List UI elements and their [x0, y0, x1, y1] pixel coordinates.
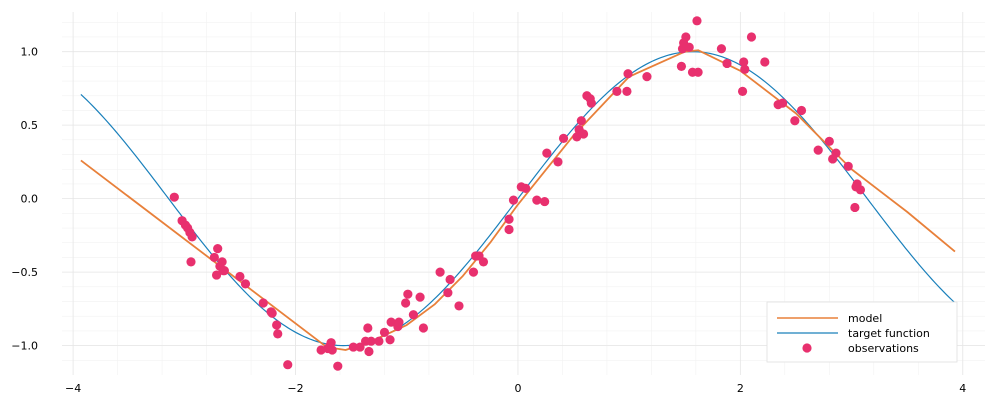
observation-point — [454, 301, 464, 311]
observation-point — [258, 298, 268, 308]
observation-point — [586, 98, 596, 108]
y-tick-label: 0.5 — [21, 119, 39, 132]
observation-point — [504, 224, 514, 235]
observation-point — [855, 185, 866, 195]
observation-point — [403, 289, 413, 299]
legend-label-target-function: target function — [848, 327, 930, 340]
observation-point — [739, 57, 749, 67]
observation-point — [240, 279, 251, 289]
observation-point — [379, 327, 390, 337]
x-axis: −4 −2 0 2 4 — [65, 382, 966, 395]
observation-point — [327, 345, 337, 355]
observation-point — [740, 64, 750, 74]
x-tick-label: 0 — [514, 382, 521, 395]
observation-point — [684, 42, 694, 52]
legend: model target function observations — [766, 301, 958, 363]
observation-point — [415, 292, 425, 302]
observation-point — [267, 308, 277, 318]
observation-point — [532, 195, 542, 205]
observation-point — [209, 252, 219, 263]
observation-point — [692, 16, 702, 26]
observation-point — [435, 267, 445, 277]
observation-point — [813, 145, 823, 155]
observation-point — [642, 72, 652, 82]
observation-point — [283, 360, 293, 370]
observation-point — [385, 335, 395, 345]
observation-point — [693, 67, 703, 77]
observation-point — [219, 266, 229, 276]
observation-point — [386, 317, 396, 327]
observation-point — [778, 98, 788, 108]
observation-point — [553, 157, 563, 167]
observation-point — [676, 61, 687, 71]
x-tick-label: −2 — [287, 382, 303, 395]
observation-point — [186, 257, 196, 267]
observation-point — [374, 336, 384, 346]
observation-point — [542, 148, 552, 158]
observation-point — [333, 361, 343, 371]
observation-point — [508, 195, 519, 205]
observation-point — [623, 69, 633, 79]
observation-point — [363, 323, 373, 333]
observation-point — [850, 202, 860, 213]
observation-point — [558, 133, 569, 143]
legend-box — [766, 301, 958, 363]
observation-point — [737, 86, 748, 96]
legend-swatch-observations — [802, 343, 812, 353]
observation-point — [187, 232, 197, 242]
x-tick-label: 2 — [737, 382, 744, 395]
observation-point — [540, 196, 550, 207]
observation-point — [843, 161, 853, 171]
observation-point — [578, 129, 589, 139]
observation-point — [348, 342, 358, 352]
x-tick-label: 4 — [959, 382, 966, 395]
observation-point — [796, 105, 807, 116]
observation-point — [504, 214, 514, 224]
observation-point — [445, 274, 455, 285]
observation-point — [235, 271, 245, 282]
observation-point — [612, 86, 622, 96]
observation-point — [272, 320, 282, 330]
observation-point — [622, 86, 632, 96]
observation-point — [576, 116, 586, 126]
observation-point — [443, 288, 453, 298]
observations-series — [169, 16, 866, 371]
x-tick-label: −4 — [65, 382, 81, 395]
y-tick-label: 0.0 — [21, 193, 39, 206]
observation-point — [401, 298, 411, 308]
observation-point — [408, 310, 419, 320]
legend-label-observations: observations — [848, 342, 919, 355]
observation-point — [366, 336, 376, 346]
observation-point — [213, 244, 223, 254]
observation-point — [394, 317, 404, 327]
observation-point — [722, 58, 732, 69]
observation-point — [831, 148, 841, 158]
observation-point — [217, 257, 227, 267]
observation-point — [824, 136, 834, 146]
legend-label-model: model — [848, 312, 882, 325]
observation-point — [418, 323, 429, 333]
observation-point — [211, 270, 222, 280]
y-tick-label: 1.0 — [21, 46, 39, 59]
observation-point — [355, 342, 365, 352]
observation-point — [760, 57, 770, 67]
observation-point — [521, 183, 531, 193]
observation-point — [478, 257, 489, 267]
observation-point — [326, 338, 336, 348]
observation-point — [364, 346, 374, 357]
observation-point — [273, 329, 283, 339]
observation-point — [468, 267, 479, 277]
observation-point — [746, 32, 757, 42]
observation-point — [790, 116, 800, 126]
y-axis: −1.0 −0.5 0.0 0.5 1.0 — [11, 46, 38, 353]
y-tick-label: −1.0 — [11, 340, 38, 353]
y-tick-label: −0.5 — [11, 266, 38, 279]
observation-point — [716, 44, 727, 54]
observation-point — [169, 192, 179, 202]
observation-point — [681, 32, 691, 42]
